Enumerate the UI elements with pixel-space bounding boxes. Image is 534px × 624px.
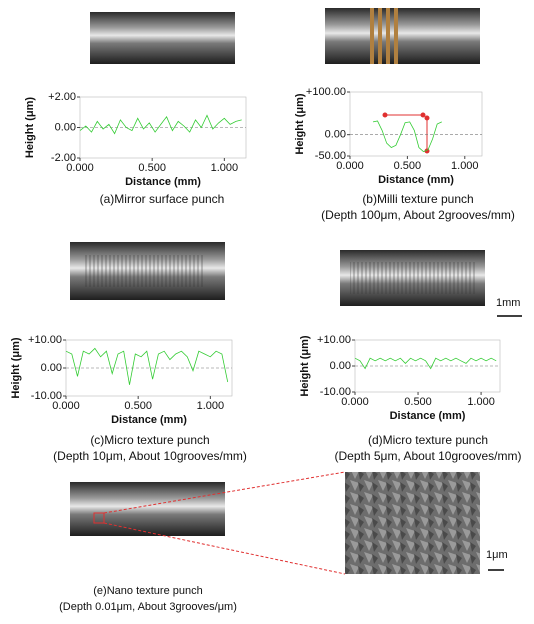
y-tick-label: +100.00 [306, 86, 346, 98]
texture-c [85, 255, 205, 287]
y-tick-label: 0.00 [41, 362, 62, 374]
y-tick-label: +10.00 [317, 334, 351, 346]
y-tick-label: 0.00 [325, 129, 346, 141]
y-tick-label: -50.00 [315, 150, 346, 162]
caption: (a)Mirror surface punch [100, 192, 225, 206]
x-tick-label: 0.500 [124, 400, 152, 412]
y-axis-label: Height (μm) [24, 97, 36, 158]
y-tick-label: -2.00 [51, 152, 76, 164]
x-tick-label: 0.500 [404, 396, 432, 408]
x-tick-label: 0.000 [66, 162, 94, 174]
profile-line [354, 357, 497, 370]
x-tick-label: 0.500 [138, 162, 166, 174]
annotation-arrows [382, 112, 430, 154]
caption-e-sub: (Depth 0.01μm, About 3grooves/μm) [59, 601, 237, 613]
x-axis-label: Distance (mm) [111, 414, 187, 426]
profile-line [79, 114, 242, 135]
y-axis-label: Height (μm) [299, 335, 311, 396]
caption: (c)Micro texture punch [90, 433, 209, 447]
caption-e: (e)Nano texture punch [93, 585, 202, 597]
caption-sub: (Depth 5μm, About 10grooves/mm) [335, 449, 522, 463]
zoom-box [93, 512, 105, 524]
profile-line [65, 347, 229, 385]
x-tick-label: 1.000 [451, 160, 479, 172]
y-tick-label: 0.00 [55, 121, 76, 133]
y-tick-label: 0.00 [330, 360, 351, 372]
caption-sub: (Depth 10μm, About 10grooves/mm) [53, 449, 247, 463]
profile-line [372, 120, 442, 153]
plot-frame [349, 91, 483, 157]
scale-label-e: 1μm [486, 549, 508, 561]
zoom-line [103, 522, 346, 575]
x-tick-label: 1.000 [211, 162, 239, 174]
y-tick-label: -10.00 [320, 386, 351, 398]
photo-b [325, 8, 480, 64]
x-axis-label: Distance (mm) [378, 174, 454, 186]
x-tick-label: 1.000 [467, 396, 495, 408]
y-tick-label: -10.00 [31, 390, 62, 402]
photo-e [70, 482, 225, 536]
x-axis-label: Distance (mm) [125, 176, 201, 188]
y-tick-label: +10.00 [28, 334, 62, 346]
caption-sub: (Depth 100μm, About 2grooves/mm) [321, 208, 515, 222]
grooves-b [370, 8, 398, 64]
scale-label: 1mm [496, 297, 520, 309]
x-axis-label: Distance (mm) [390, 410, 466, 422]
y-axis-label: Height (μm) [294, 93, 306, 154]
photo-a [90, 12, 235, 64]
x-tick-label: 0.000 [336, 160, 364, 172]
caption: (b)Milli texture punch [362, 192, 473, 206]
x-tick-label: 0.500 [394, 160, 422, 172]
y-axis-label: Height (μm) [10, 337, 22, 398]
x-tick-label: 1.000 [197, 400, 225, 412]
texture-d [350, 262, 475, 294]
zoom-line [103, 471, 346, 514]
y-tick-label: +2.00 [48, 91, 76, 103]
x-tick-label: 0.000 [341, 396, 369, 408]
caption: (d)Micro texture punch [368, 433, 488, 447]
sem-image [345, 472, 480, 574]
x-tick-label: 0.000 [52, 400, 80, 412]
